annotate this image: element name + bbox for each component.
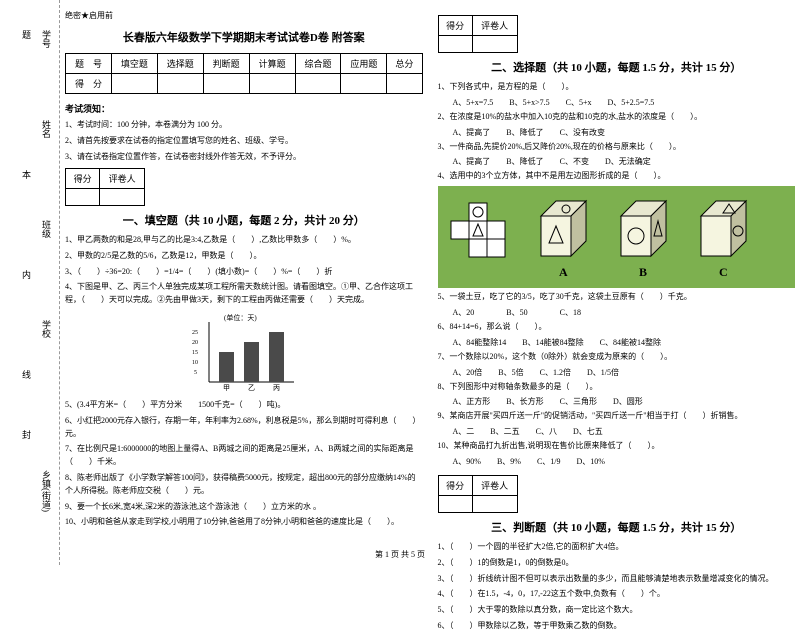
cubes-image: A B C [438, 186, 796, 288]
th: 题 号 [66, 54, 112, 74]
options: A、84能整除14 B、14能被84整除 C、84能被14整除 [453, 337, 796, 348]
score-table: 题 号 填空题 选择题 判断题 计算题 综合题 应用题 总分 得 分 [65, 53, 423, 94]
binding-label: 乡镇(街道) [40, 470, 53, 512]
question: 4、选用中的3个立方体，其中不是用左边图形折成的是（ ）。 [438, 170, 796, 183]
question: 2、在浓度是10%的盐水中加入10克的盐和10克的水,盐水的浓度是（ ）。 [438, 111, 796, 124]
options: A、20倍 B、5倍 C、1.2倍 D、1/5倍 [453, 367, 796, 378]
binding-mark: 内 [20, 270, 33, 279]
question: 3、一件商品,先提价20%,后又降价20%,现在的价格与原来比（ ）。 [438, 141, 796, 154]
scorer-label: 评卷人 [472, 16, 517, 36]
options: A、二 B、二五 C、八 D、七五 [453, 426, 796, 437]
td [111, 74, 157, 94]
section-title: 二、选择题（共 10 小题，每题 1.5 分，共计 15 分） [438, 59, 796, 75]
options: A、5+x=7.5 B、5+x>7.5 C、5+x D、5+2.5=7.5 [453, 97, 796, 108]
svg-text:25: 25 [192, 330, 198, 336]
th: 选择题 [157, 54, 203, 74]
left-column: 绝密★启用前 长春版六年级数学下学期期末考试试卷D卷 附答案 题 号 填空题 选… [65, 10, 423, 636]
scorer-label: 得分 [438, 16, 472, 36]
options: A、提高了 B、降低了 C、没有改变 [453, 127, 796, 138]
svg-text:丙: 丙 [273, 384, 280, 392]
td [203, 74, 249, 94]
th: 填空题 [111, 54, 157, 74]
svg-text:甲: 甲 [223, 384, 230, 392]
options: A、20 B、50 C、18 [453, 307, 796, 318]
options: A、提高了 B、降低了 C、不变 D、无法确定 [453, 156, 796, 167]
notice-item: 1、考试时间：100 分钟，本卷满分为 100 分。 [65, 119, 423, 131]
binding-label: 班级 [40, 220, 53, 238]
question: 3、（ ）÷36=20:（ ）=1/4=（ ）(填小数)=（ ）%=（ ）折 [65, 266, 423, 279]
svg-text:10: 10 [192, 360, 198, 366]
scorer-label: 评卷人 [100, 169, 145, 189]
options: A、90% B、9% C、1/9 D、10% [453, 456, 796, 467]
svg-text:C: C [719, 265, 728, 279]
svg-text:A: A [559, 265, 568, 279]
question: 8、陈老师出版了《小学数学解答100问》，获得稿费5000元，按规定，超出800… [65, 472, 423, 498]
question: 4、下图是甲、乙、丙三个人单独完成某项工程所需天数统计图。请看图填空。①甲、乙合… [65, 281, 423, 307]
scorer-label: 得分 [66, 169, 100, 189]
chart-svg: (单位：天) 5 10 15 20 25 甲 乙 丙 [184, 312, 304, 392]
binding-label: 学校 [40, 320, 53, 338]
question: 2、甲数的2/5是乙数的5/6，乙数是12，甲数是（ ）。 [65, 250, 423, 263]
question: 4、（ ）在1.5，-4，0，17,-22这五个数中,负数有（ ）个。 [438, 588, 796, 601]
question: 1、下列各式中，是方程的是（ ）。 [438, 81, 796, 94]
binding-mark: 线 [20, 370, 33, 379]
binding-label: 姓名 [40, 120, 53, 138]
th: 应用题 [341, 54, 387, 74]
scorer-box: 得分评卷人 [438, 15, 518, 53]
confidential-mark: 绝密★启用前 [65, 10, 423, 21]
question: 1、甲乙两数的和是28,甲与乙的比是3:4,乙数是（ ）,乙数比甲数多（ ）%。 [65, 234, 423, 247]
td: 得 分 [66, 74, 112, 94]
question: 7、在比例尺是1:6000000的地图上量得A、B两城之间的距离是25厘米，A、… [65, 443, 423, 469]
question: 10、某种商品打九折出售,说明现在售价比原来降低了（ ）。 [438, 440, 796, 453]
chart-ylabel: (单位：天) [224, 313, 257, 322]
notice-item: 3、请在试卷指定位置作答，在试卷密封线外作答无效，不予评分。 [65, 151, 423, 163]
scorer-box: 得分评卷人 [65, 168, 145, 206]
question: 5、(3.4平方米=（ ）平方分米 1500千克=（ ）吨)。 [65, 399, 423, 412]
th: 判断题 [203, 54, 249, 74]
bar-chart: (单位：天) 5 10 15 20 25 甲 乙 丙 [65, 312, 423, 394]
binding-mark: 本 [20, 170, 33, 179]
td [295, 74, 341, 94]
scorer-label: 评卷人 [472, 475, 517, 495]
exam-title: 长春版六年级数学下学期期末考试试卷D卷 附答案 [65, 29, 423, 45]
binding-mark: 封 [20, 430, 33, 439]
question: 5、一袋土豆，吃了它的3/5，吃了30千克，这袋土豆原有（ ）千克。 [438, 291, 796, 304]
scorer-box: 得分评卷人 [438, 475, 518, 513]
th: 总分 [387, 54, 422, 74]
svg-text:5: 5 [194, 370, 197, 376]
svg-text:20: 20 [192, 340, 198, 346]
th: 综合题 [295, 54, 341, 74]
binding-label: 学号 [40, 30, 53, 48]
th: 计算题 [249, 54, 295, 74]
section-title: 一、填空题（共 10 小题，每题 2 分，共计 20 分） [65, 212, 423, 228]
td [387, 74, 422, 94]
td [341, 74, 387, 94]
scorer-label: 得分 [438, 475, 472, 495]
page-footer: 第 1 页 共 5 页 [0, 549, 800, 560]
notice-title: 考试须知： [65, 102, 423, 115]
question: 5、（ ）大于零的数除以真分数，商一定比这个数大。 [438, 604, 796, 617]
question: 9、要一个长6米,宽4米,深2米的游泳池,这个游泳池（ ）立方米的水 。 [65, 501, 423, 514]
td [249, 74, 295, 94]
right-column: 得分评卷人 二、选择题（共 10 小题，每题 1.5 分，共计 15 分） 1、… [438, 10, 796, 636]
question: 6、小红把2000元存入银行，存期一年，年利率为2.68%，利息税是5%，那么到… [65, 415, 423, 441]
svg-text:乙: 乙 [248, 384, 255, 392]
question: 9、某商店开展"买四斤送一斤"的促销活动，"买四斤送一斤"相当于打（ ）折销售。 [438, 410, 796, 423]
options: A、正方形 B、长方形 C、三角形 D、圆形 [453, 396, 796, 407]
question: 3、（ ）折线统计图不但可以表示出数量的多少，而且能够清楚地表示数量增减变化的情… [438, 573, 796, 586]
question: 6、（ ）甲数除以乙数，等于甲数乘乙数的倒数。 [438, 620, 796, 633]
td [157, 74, 203, 94]
section-title: 三、判断题（共 10 小题，每题 1.5 分，共计 15 分） [438, 519, 796, 535]
question: 6、84+14=6，那么说（ ）。 [438, 321, 796, 334]
question: 10、小明和爸爸从家走到学校,小明用了10分钟,爸爸用了8分钟,小明和爸爸的速度… [65, 516, 423, 529]
svg-text:15: 15 [192, 350, 198, 356]
binding-mark: 题 [20, 30, 33, 39]
question: 8、下列图形中对称轴条数最多的是（ ）。 [438, 381, 796, 394]
notice-item: 2、请首先按要求在试卷的指定位置填写您的姓名、班级、学号。 [65, 135, 423, 147]
question: 7、一个数除以20%，这个数（0除外）就会变成为原来的（ ）。 [438, 351, 796, 364]
svg-text:B: B [639, 265, 647, 279]
